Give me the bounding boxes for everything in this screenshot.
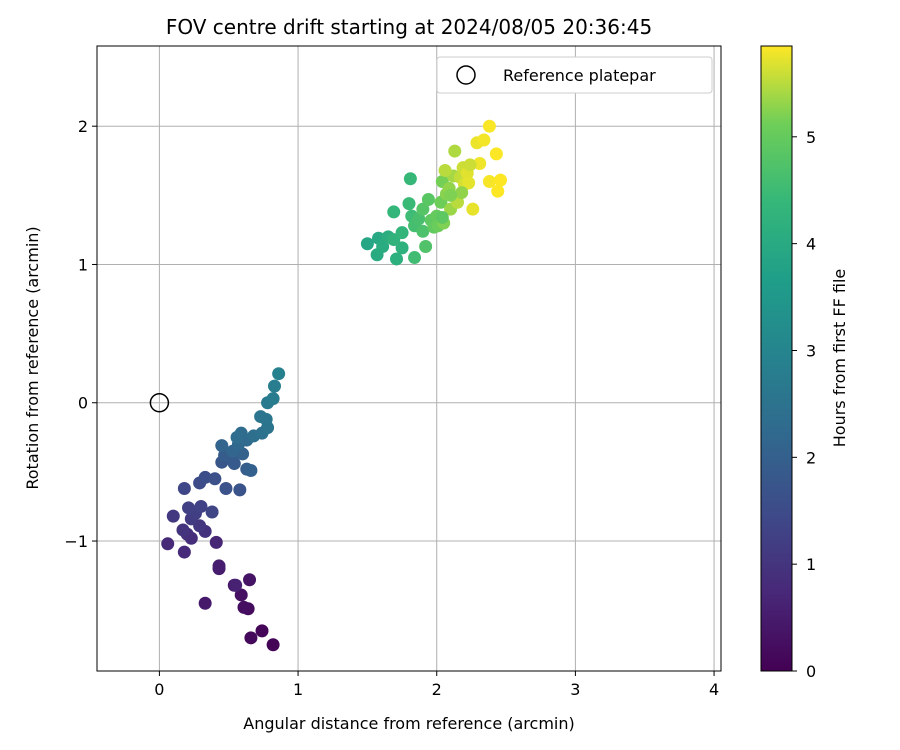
colorbar-tick-label: 5 — [806, 128, 816, 147]
colorbar: 0 1 2 3 4 5 Hours from first FF file — [760, 45, 849, 681]
colorbar-tick-label: 1 — [806, 555, 816, 574]
data-point — [244, 464, 258, 478]
data-point — [194, 499, 208, 513]
data-point — [266, 392, 280, 406]
data-point — [402, 197, 416, 211]
data-point — [395, 241, 409, 255]
grid — [97, 46, 721, 671]
data-points — [161, 119, 508, 652]
data-point — [161, 537, 175, 551]
reference-platepar-marker — [149, 392, 170, 413]
data-point — [376, 239, 390, 253]
x-axis-label: Angular distance from reference (arcmin) — [243, 714, 574, 733]
data-point — [473, 157, 487, 171]
data-point — [403, 172, 417, 186]
data-point — [198, 596, 212, 610]
data-point — [230, 430, 244, 444]
colorbar-tick-label: 0 — [806, 662, 816, 681]
data-point — [244, 631, 258, 645]
data-point — [227, 457, 241, 471]
colorbar-label: Hours from first FF file — [830, 269, 849, 448]
plot-frame — [96, 45, 722, 672]
legend: Reference platepar — [436, 56, 713, 94]
data-point — [463, 158, 477, 172]
y-axis-label: Rotation from reference (arcmin) — [23, 226, 42, 489]
data-point — [229, 578, 243, 592]
data-point — [272, 367, 286, 381]
data-point — [438, 163, 452, 177]
data-point — [494, 173, 508, 187]
data-point — [416, 224, 430, 238]
data-point — [205, 505, 219, 519]
legend-entry-reference-platepar: Reference platepar — [503, 66, 656, 85]
data-point — [259, 412, 273, 426]
legend-box — [436, 56, 713, 94]
data-point — [177, 481, 191, 495]
y-tick-label: 2 — [78, 117, 88, 136]
data-point — [448, 144, 462, 158]
data-point — [477, 133, 491, 147]
data-point — [444, 188, 458, 202]
legend-marker-icon — [456, 65, 476, 85]
x-ticks: 0 1 2 3 4 — [154, 671, 719, 699]
data-point — [421, 192, 435, 206]
data-point — [182, 501, 196, 515]
x-tick-label: 0 — [154, 680, 164, 699]
x-tick-label: 1 — [293, 680, 303, 699]
x-tick-label: 4 — [709, 680, 719, 699]
data-point — [455, 186, 469, 200]
data-point — [466, 202, 480, 216]
data-point — [435, 210, 449, 224]
data-point — [212, 559, 226, 573]
plot-area: 0 1 2 3 4 −1 0 1 2 — [64, 45, 722, 699]
data-point — [198, 470, 212, 484]
colorbar-tick-label: 3 — [806, 341, 816, 360]
data-point — [267, 379, 281, 393]
data-point — [408, 251, 422, 265]
data-point — [209, 535, 223, 549]
data-point — [166, 509, 180, 523]
data-point — [234, 588, 248, 602]
x-tick-label: 3 — [570, 680, 580, 699]
data-point — [416, 202, 430, 216]
data-point — [215, 439, 229, 453]
colorbar-gradient — [760, 45, 793, 672]
x-tick-label: 2 — [432, 680, 442, 699]
data-point — [482, 175, 496, 189]
data-point — [491, 184, 505, 198]
data-point — [390, 252, 404, 266]
data-point — [208, 472, 222, 486]
data-point — [489, 147, 503, 161]
colorbar-tick-label: 2 — [806, 448, 816, 467]
y-tick-label: −1 — [64, 532, 88, 551]
chart-title: FOV centre drift starting at 2024/08/05 … — [166, 15, 652, 39]
data-point — [177, 545, 191, 559]
y-ticks: −1 0 1 2 — [64, 117, 97, 551]
data-point — [395, 226, 409, 240]
data-point — [243, 573, 257, 587]
data-point — [233, 483, 247, 497]
data-point — [360, 237, 374, 251]
data-point — [387, 205, 401, 219]
data-point — [419, 239, 433, 253]
data-point — [462, 176, 476, 190]
data-point — [237, 600, 251, 614]
colorbar-ticks: 0 1 2 3 4 5 — [792, 128, 816, 681]
data-point — [176, 523, 190, 537]
data-point — [219, 481, 233, 495]
y-tick-label: 0 — [78, 394, 88, 413]
colorbar-tick-label: 4 — [806, 235, 816, 254]
y-tick-label: 1 — [78, 255, 88, 274]
data-point — [266, 638, 280, 652]
data-point — [255, 624, 269, 638]
data-point — [482, 119, 496, 133]
